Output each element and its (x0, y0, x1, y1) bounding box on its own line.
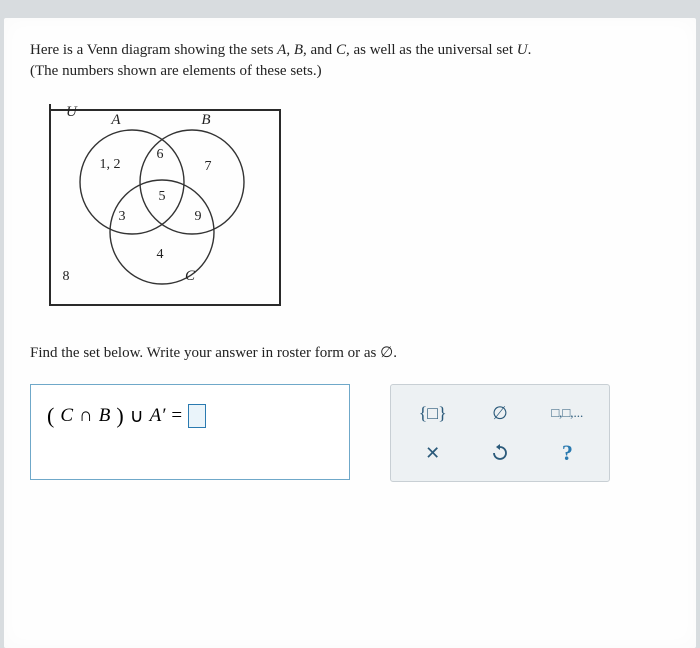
svg-text:5: 5 (159, 189, 166, 204)
svg-text:A: A (110, 112, 121, 128)
intro-part: , (286, 42, 294, 58)
expression: ( C ∩ B ) ∪ A′ = (47, 403, 206, 429)
svg-text:3: 3 (119, 209, 126, 224)
svg-text:9: 9 (195, 209, 202, 224)
svg-text:B: B (201, 112, 210, 128)
answer-box[interactable]: ( C ∩ B ) ∪ A′ = (30, 384, 350, 480)
intro-line2: (The numbers shown are elements of these… (30, 63, 322, 79)
set-A: A (277, 42, 286, 58)
svg-text:6: 6 (157, 147, 164, 162)
venn-svg: A B C U 1, 2 6 7 5 3 9 4 8 (40, 100, 290, 310)
cup-symbol: ∪ (130, 405, 144, 428)
venn-diagram: A B C U 1, 2 6 7 5 3 9 4 8 (40, 100, 670, 315)
answer-row: ( C ∩ B ) ∪ A′ = {□} ∅ □,□,... ✕ (30, 384, 670, 482)
svg-text:8: 8 (63, 269, 70, 284)
question-prompt: Find the set below. Write your answer in… (30, 343, 670, 362)
braces-button[interactable]: {□} (407, 396, 459, 430)
palette-row-1: {□} ∅ □,□,... (399, 393, 601, 433)
help-button[interactable]: ? (541, 436, 593, 470)
problem-sheet: Here is a Venn diagram showing the sets … (4, 18, 696, 648)
svg-text:U: U (66, 104, 78, 120)
undo-button[interactable] (474, 436, 526, 470)
svg-text:C: C (185, 268, 196, 284)
svg-text:7: 7 (205, 159, 212, 174)
set-U: U (517, 42, 528, 58)
svg-text:4: 4 (157, 247, 164, 262)
symbol-palette: {□} ∅ □,□,... ✕ ? (390, 384, 610, 482)
intro-text: Here is a Venn diagram showing the sets … (30, 40, 670, 82)
clear-button[interactable]: ✕ (407, 436, 459, 470)
palette-row-2: ✕ ? (399, 433, 601, 473)
answer-slot[interactable] (188, 404, 206, 428)
intro-part: Here is a Venn diagram showing the sets (30, 42, 277, 58)
intro-part: , as well as the universal set (346, 42, 517, 58)
empty-set-button[interactable]: ∅ (474, 396, 526, 430)
set-C: C (336, 42, 346, 58)
svg-text:1, 2: 1, 2 (100, 157, 121, 172)
rparen: ) (116, 403, 123, 429)
equals: = (171, 405, 182, 427)
expr-Aprime: A′ (150, 405, 166, 427)
expr-C: C (60, 405, 73, 427)
undo-icon (490, 443, 510, 463)
expr-B: B (99, 405, 111, 427)
list-button[interactable]: □,□,... (541, 396, 593, 430)
lparen: ( (47, 403, 54, 429)
intro-part: . (528, 42, 532, 58)
set-B: B (294, 42, 303, 58)
intro-part: , and (303, 42, 336, 58)
cap-symbol: ∩ (79, 405, 93, 427)
